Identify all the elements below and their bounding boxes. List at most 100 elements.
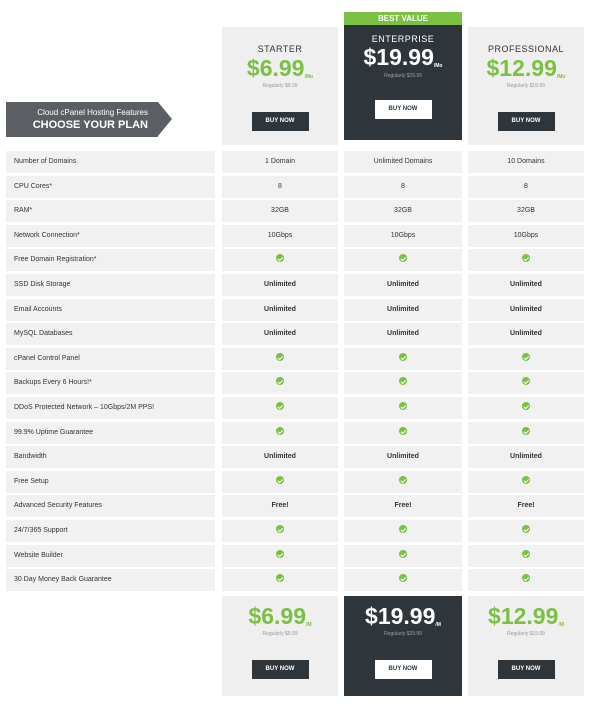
- checkmark-icon: [399, 550, 407, 558]
- feature-value-text: 8: [278, 183, 282, 190]
- feature-value: [222, 348, 338, 370]
- checkmark-icon: [399, 402, 407, 410]
- feature-value-text: Unlimited: [387, 453, 419, 460]
- regular-price: Regularly $9.99: [262, 631, 298, 637]
- feature-label: SSD Disk Storage: [6, 274, 215, 296]
- regular-price: Regularly $29.99: [384, 73, 422, 79]
- checkmark-icon: [399, 525, 407, 533]
- feature-label: CPU Cores*: [6, 176, 215, 198]
- feature-value: 8: [344, 176, 462, 198]
- banner-title: CHOOSE YOUR PLAN: [32, 119, 148, 131]
- checkmark-icon: [276, 550, 284, 558]
- plan-chooser-banner: Cloud cPanel Hosting Features CHOOSE YOU…: [6, 102, 172, 137]
- banner-subtitle: Cloud cPanel Hosting Features: [37, 108, 148, 117]
- feature-value: [344, 471, 462, 493]
- checkmark-icon: [522, 427, 530, 435]
- feature-value-text: Unlimited: [387, 330, 419, 337]
- feature-value-text: 10Gbps: [390, 232, 416, 239]
- feature-value: Unlimited: [468, 299, 584, 321]
- checkmark-icon: [399, 427, 407, 435]
- feature-value: 10 Domains: [468, 151, 584, 173]
- feature-value-text: Unlimited: [510, 453, 542, 460]
- feature-label: Free Domain Registration*: [6, 249, 215, 271]
- feature-value-text: Unlimited: [510, 281, 542, 288]
- feature-value-text: 32GB: [517, 207, 535, 214]
- feature-value: 32GB: [344, 200, 462, 222]
- checkmark-icon: [522, 550, 530, 558]
- feature-value: Unlimited Domains: [344, 151, 462, 173]
- feature-value: [468, 422, 584, 444]
- feature-value: [344, 348, 462, 370]
- checkmark-icon: [522, 254, 530, 262]
- feature-value: Unlimited: [222, 299, 338, 321]
- feature-value-text: 10Gbps: [267, 232, 293, 239]
- checkmark-icon: [276, 525, 284, 533]
- checkmark-icon: [276, 427, 284, 435]
- feature-value-text: Unlimited: [387, 281, 419, 288]
- feature-label: Website Builder: [6, 545, 215, 567]
- feature-label: Backups Every 6 Hours!*: [6, 372, 215, 394]
- feature-label: Free Setup: [6, 471, 215, 493]
- feature-value-text: Unlimited: [264, 330, 296, 337]
- feature-value: [344, 372, 462, 394]
- regular-price: Regularly $19.99: [507, 631, 545, 637]
- plan-name: PROFESSIONAL: [487, 44, 565, 54]
- feature-label: RAM*: [6, 200, 215, 222]
- regular-price: Regularly $29.99: [384, 631, 422, 637]
- checkmark-icon: [522, 402, 530, 410]
- feature-value: [344, 520, 462, 542]
- best-value-badge: BEST VALUE: [344, 12, 462, 25]
- feature-value: 1 Domain: [222, 151, 338, 173]
- plan-name: ENTERPRISE: [371, 34, 435, 44]
- feature-value: 10Gbps: [468, 225, 584, 247]
- buy-now-button-professional[interactable]: BUY NOW: [497, 112, 555, 131]
- feature-value-text: Unlimited: [387, 306, 419, 313]
- checkmark-icon: [276, 402, 284, 410]
- buy-now-button-professional-bottom[interactable]: BUY NOW: [497, 660, 555, 679]
- feature-label: Advanced Security Features: [6, 495, 215, 517]
- feature-value: Unlimited: [468, 274, 584, 296]
- feature-label: Network Connection*: [6, 225, 215, 247]
- feature-value-text: Unlimited: [510, 330, 542, 337]
- feature-value: Unlimited: [344, 274, 462, 296]
- plan-price: $6.99/Mo: [246, 55, 314, 81]
- buy-now-button-starter-bottom[interactable]: BUY NOW: [251, 660, 309, 679]
- feature-value: [222, 520, 338, 542]
- checkmark-icon: [399, 377, 407, 385]
- feature-value: [222, 422, 338, 444]
- feature-value: [468, 397, 584, 419]
- feature-value: [468, 348, 584, 370]
- buy-now-button-enterprise-bottom[interactable]: BUY NOW: [374, 660, 432, 679]
- buy-now-button-enterprise[interactable]: BUY NOW: [374, 100, 432, 119]
- feature-value: Unlimited: [468, 323, 584, 345]
- feature-value: [344, 545, 462, 567]
- feature-value: [468, 569, 584, 591]
- feature-value: [468, 545, 584, 567]
- feature-value: [344, 249, 462, 271]
- feature-value: Free!: [468, 495, 584, 517]
- feature-value-text: Unlimited: [264, 453, 296, 460]
- feature-label: Bandwidth: [6, 446, 215, 468]
- checkmark-icon: [522, 377, 530, 385]
- feature-value: 32GB: [468, 200, 584, 222]
- feature-value: [222, 545, 338, 567]
- checkmark-icon: [399, 353, 407, 361]
- buy-now-button-starter[interactable]: BUY NOW: [251, 112, 309, 131]
- plan-header-starter: STARTER $6.99/Mo Regularly $9.99 BUY NOW: [222, 27, 338, 145]
- feature-label: cPanel Control Panel: [6, 348, 215, 370]
- feature-value-text: 1 Domain: [265, 158, 295, 165]
- plan-header-professional: PROFESSIONAL $12.99/Mo Regularly $19.99 …: [468, 27, 584, 145]
- feature-value-text: 32GB: [271, 207, 289, 214]
- feature-value: 10Gbps: [344, 225, 462, 247]
- feature-value: 8: [222, 176, 338, 198]
- feature-value: [222, 397, 338, 419]
- feature-value: [344, 569, 462, 591]
- feature-label: DDoS Protected Network – 10Gbps/2M PPS!: [6, 397, 215, 419]
- plan-name: STARTER: [257, 44, 303, 54]
- checkmark-icon: [276, 377, 284, 385]
- feature-value-text: Free!: [394, 502, 412, 509]
- feature-value: Unlimited: [344, 446, 462, 468]
- checkmark-icon: [522, 574, 530, 582]
- plan-footer-starter: $6.99/M Regularly $9.99 BUY NOW: [222, 596, 338, 696]
- checkmark-icon: [276, 574, 284, 582]
